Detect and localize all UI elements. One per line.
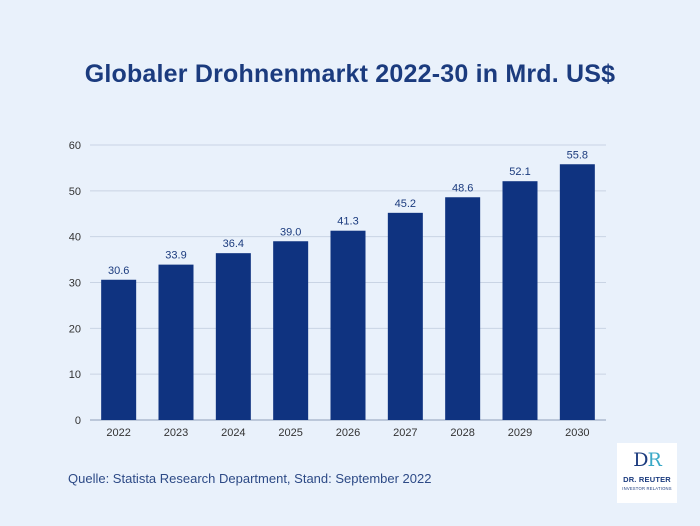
x-tick-label: 2029 (508, 427, 532, 439)
x-tick-label: 2024 (221, 427, 245, 439)
bar-2022 (101, 279, 137, 420)
y-tick-label: 60 (69, 140, 81, 152)
y-tick-label: 0 (75, 415, 81, 427)
source-note: Quelle: Statista Research Department, St… (68, 471, 432, 486)
bars (101, 164, 595, 420)
value-label: 33.9 (165, 250, 186, 262)
bar-2023 (158, 264, 194, 420)
y-tick-label: 20 (69, 323, 81, 335)
y-axis-tick-labels: 0 10 20 30 40 50 60 (69, 140, 81, 427)
y-tick-label: 30 (69, 278, 81, 290)
logo-monogram: DR (633, 449, 662, 471)
bar-2028 (445, 197, 481, 420)
x-tick-label: 2026 (336, 427, 360, 439)
value-label: 39.0 (280, 226, 301, 238)
bar-2029 (502, 181, 538, 420)
bar-2027 (387, 212, 423, 420)
value-label: 48.6 (452, 182, 473, 194)
value-label: 52.1 (509, 166, 530, 178)
x-axis-tick-labels: 2022 2023 2024 2025 2026 2027 2028 2029 2030 (106, 427, 589, 439)
bar-2026 (330, 230, 366, 420)
bar-2030 (559, 164, 595, 420)
logo-subtitle: INVESTOR RELATIONS (622, 486, 672, 491)
value-label: 55.8 (567, 149, 588, 161)
logo-company-name: DR. REUTER (623, 475, 671, 484)
chart-title: Globaler Drohnenmarkt 2022-30 in Mrd. US… (84, 60, 616, 88)
x-tick-label: 2023 (164, 427, 188, 439)
bar-2025 (273, 241, 309, 420)
dr-reuter-logo: DR DR. REUTER INVESTOR RELATIONS (617, 443, 677, 503)
bar-2024 (215, 253, 251, 420)
value-label: 36.4 (223, 238, 244, 250)
value-labels: 30.6 33.9 36.4 39.0 41.3 45.2 48.6 52.1 55.8 (108, 149, 588, 277)
y-tick-label: 40 (69, 232, 81, 244)
x-tick-label: 2028 (450, 427, 474, 439)
x-tick-label: 2022 (106, 427, 130, 439)
y-tick-label: 10 (69, 369, 81, 381)
x-tick-label: 2027 (393, 427, 417, 439)
y-tick-label: 50 (69, 186, 81, 198)
value-label: 30.6 (108, 265, 129, 277)
value-label: 41.3 (337, 216, 358, 228)
x-tick-label: 2030 (565, 427, 589, 439)
value-label: 45.2 (395, 198, 416, 210)
x-tick-label: 2025 (278, 427, 302, 439)
